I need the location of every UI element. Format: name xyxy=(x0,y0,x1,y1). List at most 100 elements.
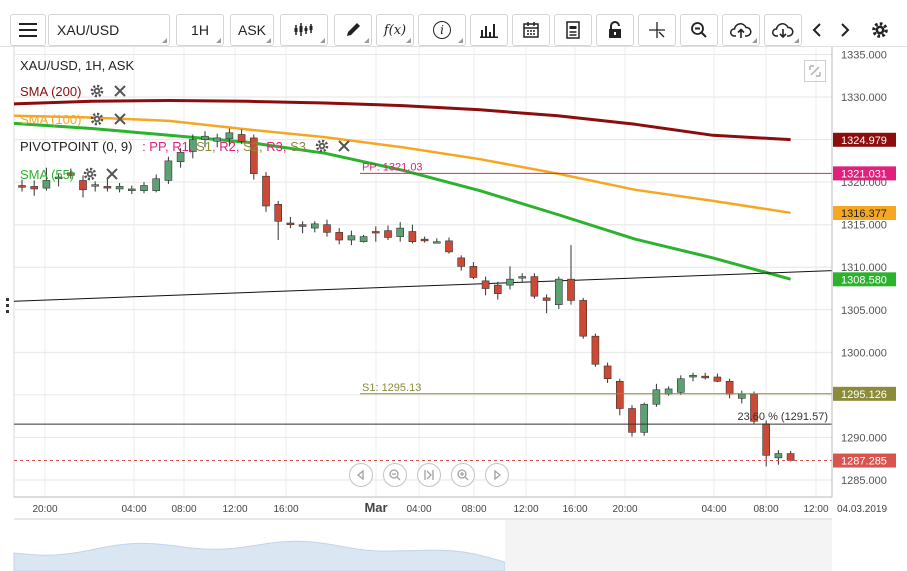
gear-icon[interactable] xyxy=(314,138,330,157)
candle xyxy=(152,174,160,193)
candle-body xyxy=(213,137,221,142)
crosshair-icon xyxy=(649,22,665,38)
time-tick-label: 08:00 xyxy=(171,504,196,515)
indicators-button[interactable]: f(x) xyxy=(376,14,414,46)
zoom-in-button[interactable] xyxy=(451,463,475,487)
volume-button[interactable] xyxy=(470,14,508,46)
candle-body xyxy=(323,224,331,233)
candle xyxy=(140,182,148,194)
candle xyxy=(554,276,563,309)
candle-body xyxy=(506,278,514,286)
price-badge-bg xyxy=(833,453,896,468)
sma100-legend[interactable]: SMA (100) xyxy=(20,111,127,130)
crosshair-button[interactable] xyxy=(638,14,676,46)
fib-level-label: 23.60 % (1291.57) xyxy=(737,411,828,423)
time-tick-label: 04:00 xyxy=(121,504,146,515)
download-button[interactable] xyxy=(764,14,802,46)
close-icon[interactable] xyxy=(113,112,127,129)
scroll-forward-button[interactable] xyxy=(832,14,858,46)
price-badge-text: 1324.979 xyxy=(841,135,887,147)
candle-body xyxy=(128,188,136,191)
templates-button[interactable] xyxy=(554,14,592,46)
panel-resize-handle[interactable] xyxy=(6,298,10,318)
candle xyxy=(128,185,136,195)
candle xyxy=(201,131,209,148)
candle xyxy=(250,134,258,180)
hamburger-icon xyxy=(19,23,37,37)
scroll-left-button[interactable] xyxy=(349,463,373,487)
expand-chart-icon[interactable] xyxy=(804,60,826,82)
time-tick-label: 16:00 xyxy=(273,504,298,515)
close-icon[interactable] xyxy=(113,84,127,101)
candle-body xyxy=(554,278,563,305)
pivot-tag-r1: R1, xyxy=(172,138,193,154)
price-tick-label: 1330.000 xyxy=(841,92,887,104)
cloud-download-icon xyxy=(772,23,794,39)
candle xyxy=(225,128,234,147)
candle-body xyxy=(310,223,319,229)
settings-button[interactable] xyxy=(866,14,894,46)
candle xyxy=(164,156,173,184)
candle-body xyxy=(774,453,783,459)
candle xyxy=(347,230,356,246)
overview-navigator[interactable] xyxy=(13,518,832,571)
candle xyxy=(359,234,368,243)
close-icon[interactable] xyxy=(105,167,119,184)
candle-body xyxy=(737,393,746,399)
candle-body xyxy=(384,230,392,238)
plot-area xyxy=(13,45,833,498)
sma55-legend[interactable]: SMA (55) xyxy=(20,166,119,185)
candle xyxy=(18,179,26,192)
zoom-button[interactable] xyxy=(680,14,718,46)
candle xyxy=(213,133,221,148)
info-icon: i xyxy=(433,21,451,39)
candle xyxy=(567,245,575,305)
cloud-upload-icon xyxy=(730,23,752,38)
price-type-selector[interactable]: ASK xyxy=(230,14,274,46)
sma100-label: SMA (100) xyxy=(20,111,82,127)
candle xyxy=(42,167,51,191)
gear-icon[interactable] xyxy=(82,166,98,185)
chart-type-button[interactable] xyxy=(280,14,328,46)
pivotpoint-legend[interactable]: PIVOTPOINT (0, 9) : PP, R1, S1, R2, S2, … xyxy=(20,138,351,157)
timeframe-selector[interactable]: 1H xyxy=(176,14,224,46)
gear-icon[interactable] xyxy=(89,83,105,102)
candle-body xyxy=(67,172,75,176)
price-tick-label: 1290.000 xyxy=(841,432,887,444)
candle xyxy=(176,148,185,168)
sma200-line xyxy=(13,99,791,142)
candle xyxy=(640,402,649,436)
candle xyxy=(713,373,722,383)
close-icon[interactable] xyxy=(337,139,351,156)
price-badge-current: 1287.285 xyxy=(833,453,896,468)
upload-button[interactable] xyxy=(722,14,760,46)
lock-button[interactable] xyxy=(596,14,634,46)
scroll-back-button[interactable] xyxy=(804,14,830,46)
symbol-selector[interactable]: XAU/USD xyxy=(48,14,170,46)
gear-icon[interactable] xyxy=(89,111,105,130)
candle-body xyxy=(176,152,185,163)
zoom-out-button[interactable] xyxy=(383,463,407,487)
candle xyxy=(615,378,624,416)
calendar-button[interactable] xyxy=(512,14,550,46)
reset-view-button[interactable] xyxy=(417,463,441,487)
candle-body xyxy=(189,139,197,152)
pivot-tag-r2: R2, xyxy=(219,138,240,154)
candle-body xyxy=(79,180,87,191)
menu-button[interactable] xyxy=(10,14,46,46)
candle-body xyxy=(493,284,502,294)
candle xyxy=(286,217,295,229)
chevron-left-icon xyxy=(812,23,821,37)
drawing-tools-button[interactable] xyxy=(334,14,372,46)
scroll-right-button[interactable] xyxy=(485,463,509,487)
time-tick-label: 12:00 xyxy=(803,504,828,515)
candle-body xyxy=(262,175,270,207)
price-badge-pivot_pp: 1321.031 xyxy=(833,166,896,181)
candles-icon xyxy=(294,23,313,36)
info-button[interactable]: i xyxy=(418,14,466,46)
candle xyxy=(774,450,783,465)
candle xyxy=(91,181,99,192)
candle xyxy=(676,375,685,395)
sma200-legend[interactable]: SMA (200) xyxy=(20,83,127,102)
